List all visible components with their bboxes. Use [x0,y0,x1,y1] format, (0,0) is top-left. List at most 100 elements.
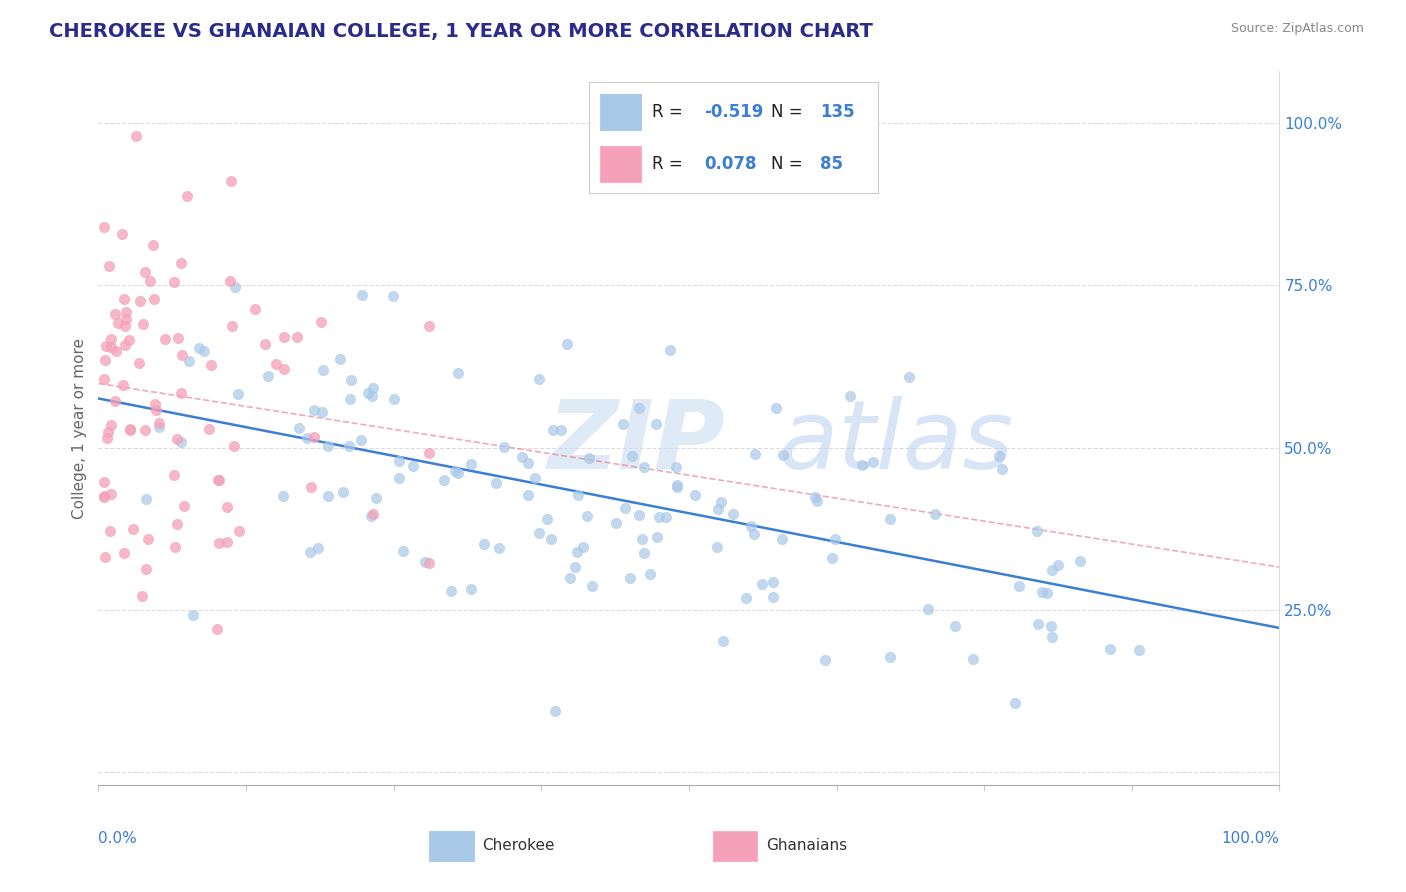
Point [772,448,794,462]
Point [169,434,191,449]
Point [1031,584,1053,599]
Point [172,348,194,362]
Point [125,129,148,144]
Point [339,392,361,406]
Point [418,446,440,460]
Point [111,377,134,392]
Point [485,476,508,491]
Point [446,366,468,380]
Point [187,341,209,355]
Point [1036,585,1059,599]
Point [143,292,166,306]
Point [337,439,360,453]
Point [112,293,135,307]
Point [898,370,921,384]
Point [285,330,308,344]
Point [205,622,228,636]
Point [100,418,122,433]
Point [329,352,352,367]
Point [1026,524,1049,538]
Point [1026,617,1049,632]
Point [176,189,198,203]
Point [207,473,229,487]
Point [735,591,758,606]
Point [221,174,243,188]
Point [488,541,510,555]
Point [821,550,844,565]
Point [352,288,374,302]
Text: ZIP: ZIP [547,396,725,489]
Point [215,500,238,515]
Point [94,339,117,353]
Point [460,457,482,471]
Point [640,566,662,581]
Point [1069,554,1091,568]
Point [633,546,655,560]
Point [447,467,470,481]
Point [273,330,295,344]
Text: atlas: atlas [778,396,1012,489]
Point [1040,631,1063,645]
Point [710,495,733,509]
Point [153,332,176,346]
Point [628,401,651,416]
Point [93,490,115,504]
Point [523,471,546,485]
Point [851,458,873,472]
Point [536,511,558,525]
Point [541,423,564,437]
Point [93,220,115,235]
Point [527,372,550,386]
Point [744,448,766,462]
Point [879,511,901,525]
Point [100,340,122,354]
Point [118,423,141,437]
Point [96,425,118,439]
Point [558,570,581,584]
Point [288,421,311,435]
Point [105,343,128,358]
Point [148,416,170,430]
Point [360,388,382,402]
Point [633,459,655,474]
Point [550,424,572,438]
Point [163,468,186,483]
Point [631,532,654,546]
Point [148,420,170,434]
Point [115,312,138,326]
Point [93,475,115,489]
Point [494,440,516,454]
Point [318,439,340,453]
Point [138,274,160,288]
Point [129,294,152,309]
Point [104,308,127,322]
Point [361,381,384,395]
Point [96,431,118,445]
Point [721,507,744,521]
Point [222,439,245,453]
Point [627,508,650,522]
Point [165,540,187,554]
Point [713,634,735,648]
Point [224,280,246,294]
Point [257,368,280,383]
Point [118,422,141,436]
Point [814,653,837,667]
Point [356,386,378,401]
Point [382,392,405,406]
Point [304,403,326,417]
Point [219,274,242,288]
Point [614,501,637,516]
Point [555,336,578,351]
Point [564,559,586,574]
Point [332,485,354,500]
Point [134,264,156,278]
Point [197,422,219,436]
Point [104,393,127,408]
Point [312,362,335,376]
Point [862,455,884,469]
Point [706,540,728,554]
Point [307,541,329,555]
Point [207,536,229,550]
Point [145,403,167,417]
